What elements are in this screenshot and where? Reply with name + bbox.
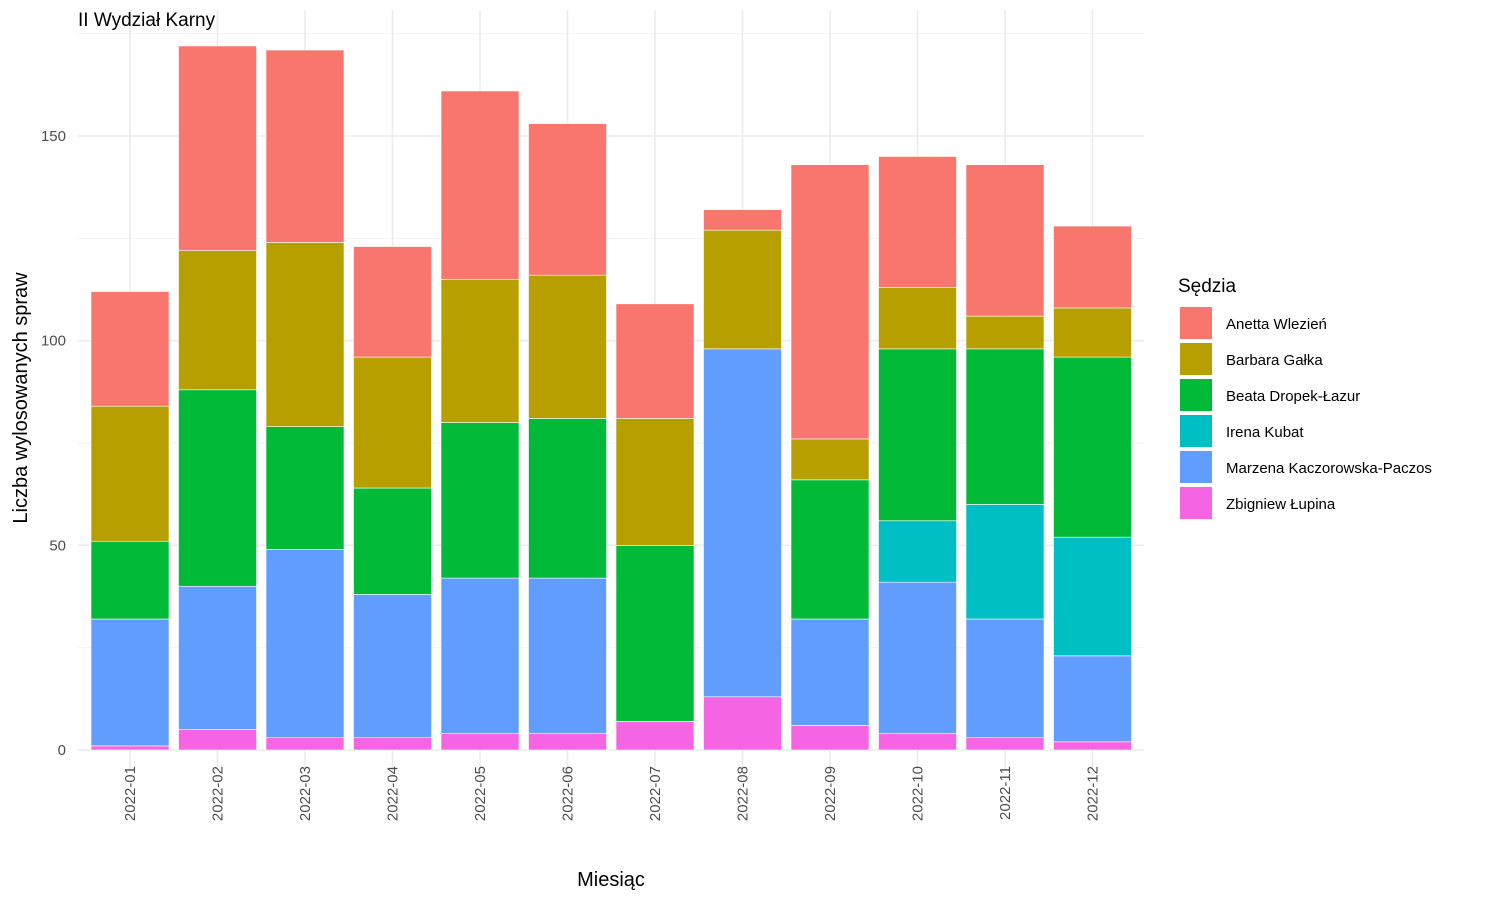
bar-segment-beata-dropek-lazur xyxy=(615,545,695,722)
x-tick-label: 2022-08 xyxy=(735,766,752,821)
bar-segment-beata-dropek-lazur xyxy=(90,540,170,620)
bar-segment-marzena-kaczorowska-paczos xyxy=(265,549,345,739)
legend-label: Beata Dropek-Łazur xyxy=(1226,388,1360,405)
y-tick-label: 0 xyxy=(58,742,66,759)
x-tick-label: 2022-10 xyxy=(910,766,927,821)
bar-segment-irena-kubat xyxy=(965,504,1045,620)
x-tick-label: 2022-09 xyxy=(822,766,839,821)
legend-title: Sędzia xyxy=(1178,276,1237,297)
bar-segment-zbigniew-lupina xyxy=(703,696,782,751)
x-axis-ticks: 2022-01 2022-02 2022-03 2022-04 2022-05 2022-… xyxy=(122,766,1102,821)
bars xyxy=(90,45,1132,751)
bar-segment-anetta-wlezien xyxy=(353,246,432,358)
y-tick-label: 50 xyxy=(49,537,66,554)
bar-segment-anetta-wlezien xyxy=(965,164,1045,317)
bar-segment-marzena-kaczorowska-paczos xyxy=(440,577,520,734)
chart-title: II Wydział Karny xyxy=(78,10,216,31)
bar-segment-anetta-wlezien xyxy=(878,156,957,288)
x-tick-label: 2022-11 xyxy=(997,766,1014,820)
bar-segment-zbigniew-lupina xyxy=(90,745,170,751)
legend-key xyxy=(1180,343,1212,375)
bar-segment-barbara-galka xyxy=(353,356,432,489)
legend-key xyxy=(1180,379,1212,411)
bar-segment-zbigniew-lupina xyxy=(615,721,695,751)
x-tick-label: 2022-05 xyxy=(472,766,489,821)
x-tick-label: 2022-07 xyxy=(647,766,664,821)
bar-segment-marzena-kaczorowska-paczos xyxy=(353,594,432,739)
legend-key xyxy=(1180,415,1212,447)
bar-segment-zbigniew-lupina xyxy=(440,733,520,751)
legend: Sędzia Anetta Wlezień Barbara Gałka Beata … xyxy=(1178,276,1432,519)
bar-segment-marzena-kaczorowska-paczos xyxy=(965,618,1045,739)
x-tick-label: 2022-01 xyxy=(122,766,139,821)
x-tick-label: 2022-06 xyxy=(560,766,577,821)
bar-segment-barbara-galka xyxy=(90,405,170,542)
x-tick-label: 2022-04 xyxy=(385,766,402,821)
bar-segment-irena-kubat xyxy=(1053,536,1132,657)
bar-segment-zbigniew-lupina xyxy=(178,729,257,751)
bar-segment-marzena-kaczorowska-paczos xyxy=(703,348,782,698)
bar-segment-zbigniew-lupina xyxy=(790,725,870,751)
bar-segment-anetta-wlezien xyxy=(790,164,870,440)
bar-segment-barbara-galka xyxy=(615,418,695,546)
bar-segment-beata-dropek-lazur xyxy=(965,348,1045,505)
bar-segment-anetta-wlezien xyxy=(528,123,607,276)
legend-key xyxy=(1180,307,1212,339)
bar-segment-anetta-wlezien xyxy=(178,45,257,251)
bar-segment-beata-dropek-lazur xyxy=(528,418,607,579)
legend-label: Zbigniew Łupina xyxy=(1226,496,1336,513)
bar-segment-barbara-galka xyxy=(178,250,257,391)
bar-segment-beata-dropek-lazur xyxy=(178,389,257,587)
bar-segment-barbara-galka xyxy=(965,315,1045,350)
bar-segment-barbara-galka xyxy=(1053,307,1132,358)
bar-segment-barbara-galka xyxy=(528,274,607,419)
bar-segment-barbara-galka xyxy=(878,287,957,350)
bar-segment-anetta-wlezien xyxy=(615,303,695,419)
bar-segment-beata-dropek-lazur xyxy=(440,422,520,579)
bar-segment-marzena-kaczorowska-paczos xyxy=(178,585,257,730)
bar-segment-barbara-galka xyxy=(790,438,870,481)
bar-segment-anetta-wlezien xyxy=(265,49,345,243)
y-axis-ticks: 0 50 100 150 xyxy=(41,128,66,759)
bar-segment-beata-dropek-lazur xyxy=(1053,356,1132,538)
bar-segment-marzena-kaczorowska-paczos xyxy=(90,618,170,747)
bar-segment-marzena-kaczorowska-paczos xyxy=(790,618,870,726)
y-axis-title: Liczba wylosowanych spraw xyxy=(10,272,32,524)
bar-segment-irena-kubat xyxy=(878,520,957,583)
bar-segment-barbara-galka xyxy=(265,242,345,427)
bar-segment-anetta-wlezien xyxy=(1053,225,1132,309)
bar-segment-marzena-kaczorowska-paczos xyxy=(878,581,957,734)
bar-segment-marzena-kaczorowska-paczos xyxy=(528,577,607,734)
bar-segment-zbigniew-lupina xyxy=(353,737,432,751)
legend-label: Anetta Wlezień xyxy=(1226,316,1327,333)
bar-segment-beata-dropek-lazur xyxy=(265,426,345,550)
legend-key xyxy=(1180,487,1212,519)
legend-key xyxy=(1180,451,1212,483)
bar-segment-beata-dropek-lazur xyxy=(353,487,432,595)
x-tick-label: 2022-03 xyxy=(297,766,314,821)
y-tick-label: 100 xyxy=(41,333,66,350)
bar-segment-zbigniew-lupina xyxy=(528,733,607,751)
bar-segment-anetta-wlezien xyxy=(703,209,782,231)
legend-label: Marzena Kaczorowska-Paczos xyxy=(1226,460,1432,477)
bar-segment-zbigniew-lupina xyxy=(965,737,1045,751)
bar-segment-beata-dropek-lazur xyxy=(878,348,957,522)
bar-segment-marzena-kaczorowska-paczos xyxy=(1053,655,1132,743)
x-tick-label: 2022-02 xyxy=(210,766,227,821)
x-tick-label: 2022-12 xyxy=(1085,766,1102,821)
legend-label: Barbara Gałka xyxy=(1226,352,1323,369)
bar-segment-zbigniew-lupina xyxy=(265,737,345,751)
bar-segment-zbigniew-lupina xyxy=(1053,741,1132,751)
legend-label: Irena Kubat xyxy=(1226,424,1304,441)
bar-segment-beata-dropek-lazur xyxy=(790,479,870,620)
bar-segment-anetta-wlezien xyxy=(90,291,170,407)
bar-segment-barbara-galka xyxy=(703,229,782,350)
bar-segment-barbara-galka xyxy=(440,278,520,423)
bar-segment-zbigniew-lupina xyxy=(878,733,957,751)
y-tick-label: 150 xyxy=(41,128,66,145)
x-axis-title: Miesiąc xyxy=(577,869,645,891)
bar-segment-anetta-wlezien xyxy=(440,90,520,280)
